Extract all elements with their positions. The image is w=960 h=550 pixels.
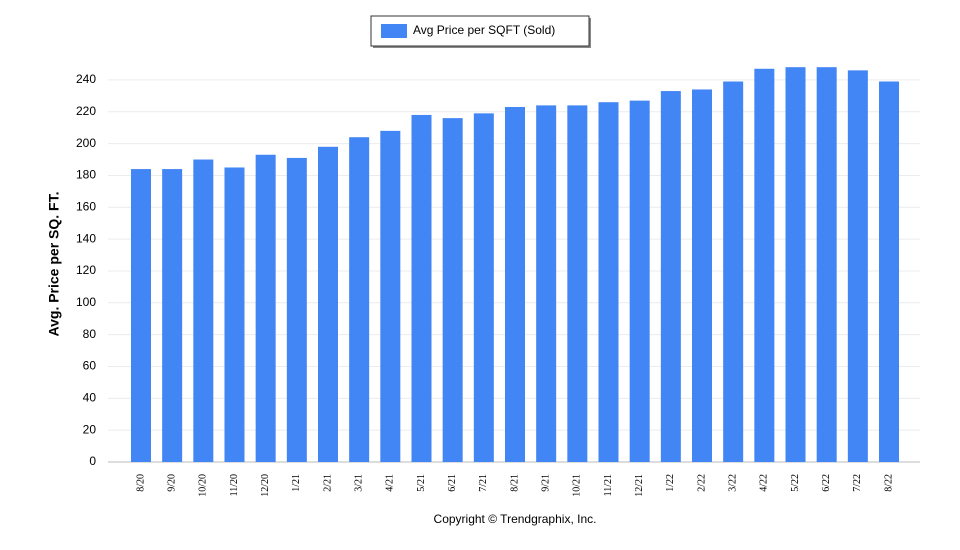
legend-swatch	[381, 24, 407, 38]
x-tick-label: 3/21	[353, 474, 364, 492]
bar	[629, 100, 650, 462]
x-tick-label: 12/21	[634, 474, 645, 497]
y-tick-label: 160	[76, 199, 96, 213]
y-tick-label: 0	[89, 454, 96, 468]
x-tick-label: 4/22	[759, 474, 770, 492]
bar	[317, 146, 338, 462]
bar	[473, 113, 494, 463]
bar	[536, 105, 557, 462]
x-tick-label: 7/22	[852, 474, 863, 492]
bar	[816, 67, 837, 463]
x-tick-label: 7/21	[478, 474, 489, 492]
y-tick-label: 40	[83, 390, 97, 404]
y-tick-label: 60	[83, 359, 97, 373]
y-tick-label: 20	[83, 422, 97, 436]
bar	[380, 130, 401, 462]
y-tick-label: 140	[76, 231, 96, 245]
bar	[255, 154, 276, 462]
x-tick-label: 6/21	[447, 474, 458, 492]
x-tick-label: 2/21	[322, 474, 333, 492]
x-tick-label: 12/20	[260, 474, 271, 497]
y-tick-label: 180	[76, 168, 96, 182]
bar	[162, 169, 183, 462]
x-tick-label: 5/21	[416, 474, 427, 492]
y-tick-label: 80	[83, 327, 97, 341]
x-tick-label: 8/20	[135, 474, 146, 492]
x-tick-label: 11/20	[229, 474, 240, 496]
x-tick-label: 10/20	[198, 474, 209, 497]
bar	[442, 118, 463, 463]
x-tick-label: 11/21	[603, 474, 614, 496]
y-axis-label: Avg. Price per SQ. FT.	[46, 192, 62, 337]
bar	[505, 106, 525, 462]
bar	[754, 68, 775, 462]
x-tick-label: 8/22	[883, 474, 894, 492]
x-tick-label: 6/22	[821, 474, 832, 492]
bar	[785, 67, 806, 463]
x-tick-label: 2/22	[696, 474, 707, 492]
x-tick-label: 4/21	[385, 474, 396, 492]
bar	[193, 159, 214, 462]
y-tick-label: 120	[76, 263, 96, 277]
bar	[660, 91, 681, 463]
x-tick-label: 5/22	[790, 474, 801, 492]
x-tick-label: 1/22	[665, 474, 676, 492]
bar	[411, 114, 432, 462]
y-tick-label: 240	[76, 72, 96, 86]
footer: Copyright © Trendgraphix, Inc.	[434, 512, 597, 526]
y-tick-label: 220	[76, 104, 96, 118]
bar	[224, 167, 245, 463]
y-tick-label: 200	[76, 136, 96, 150]
bar	[847, 70, 868, 463]
bar	[130, 169, 151, 462]
x-tick-label: 9/20	[166, 474, 177, 492]
y-tick-label: 100	[76, 295, 96, 309]
legend-label: Avg Price per SQFT (Sold)	[413, 23, 555, 37]
bar	[286, 157, 307, 463]
bar	[567, 105, 588, 462]
x-tick-label: 10/21	[572, 474, 583, 497]
x-tick-label: 1/21	[291, 474, 302, 492]
bar	[349, 137, 370, 462]
bar	[879, 81, 900, 463]
x-tick-label: 9/21	[540, 474, 551, 492]
x-tick-label: 8/21	[509, 474, 520, 492]
legend-box	[370, 15, 590, 47]
bar	[723, 81, 744, 463]
x-tick-label: 3/22	[727, 474, 738, 492]
bar	[692, 89, 713, 463]
bar	[598, 102, 619, 462]
